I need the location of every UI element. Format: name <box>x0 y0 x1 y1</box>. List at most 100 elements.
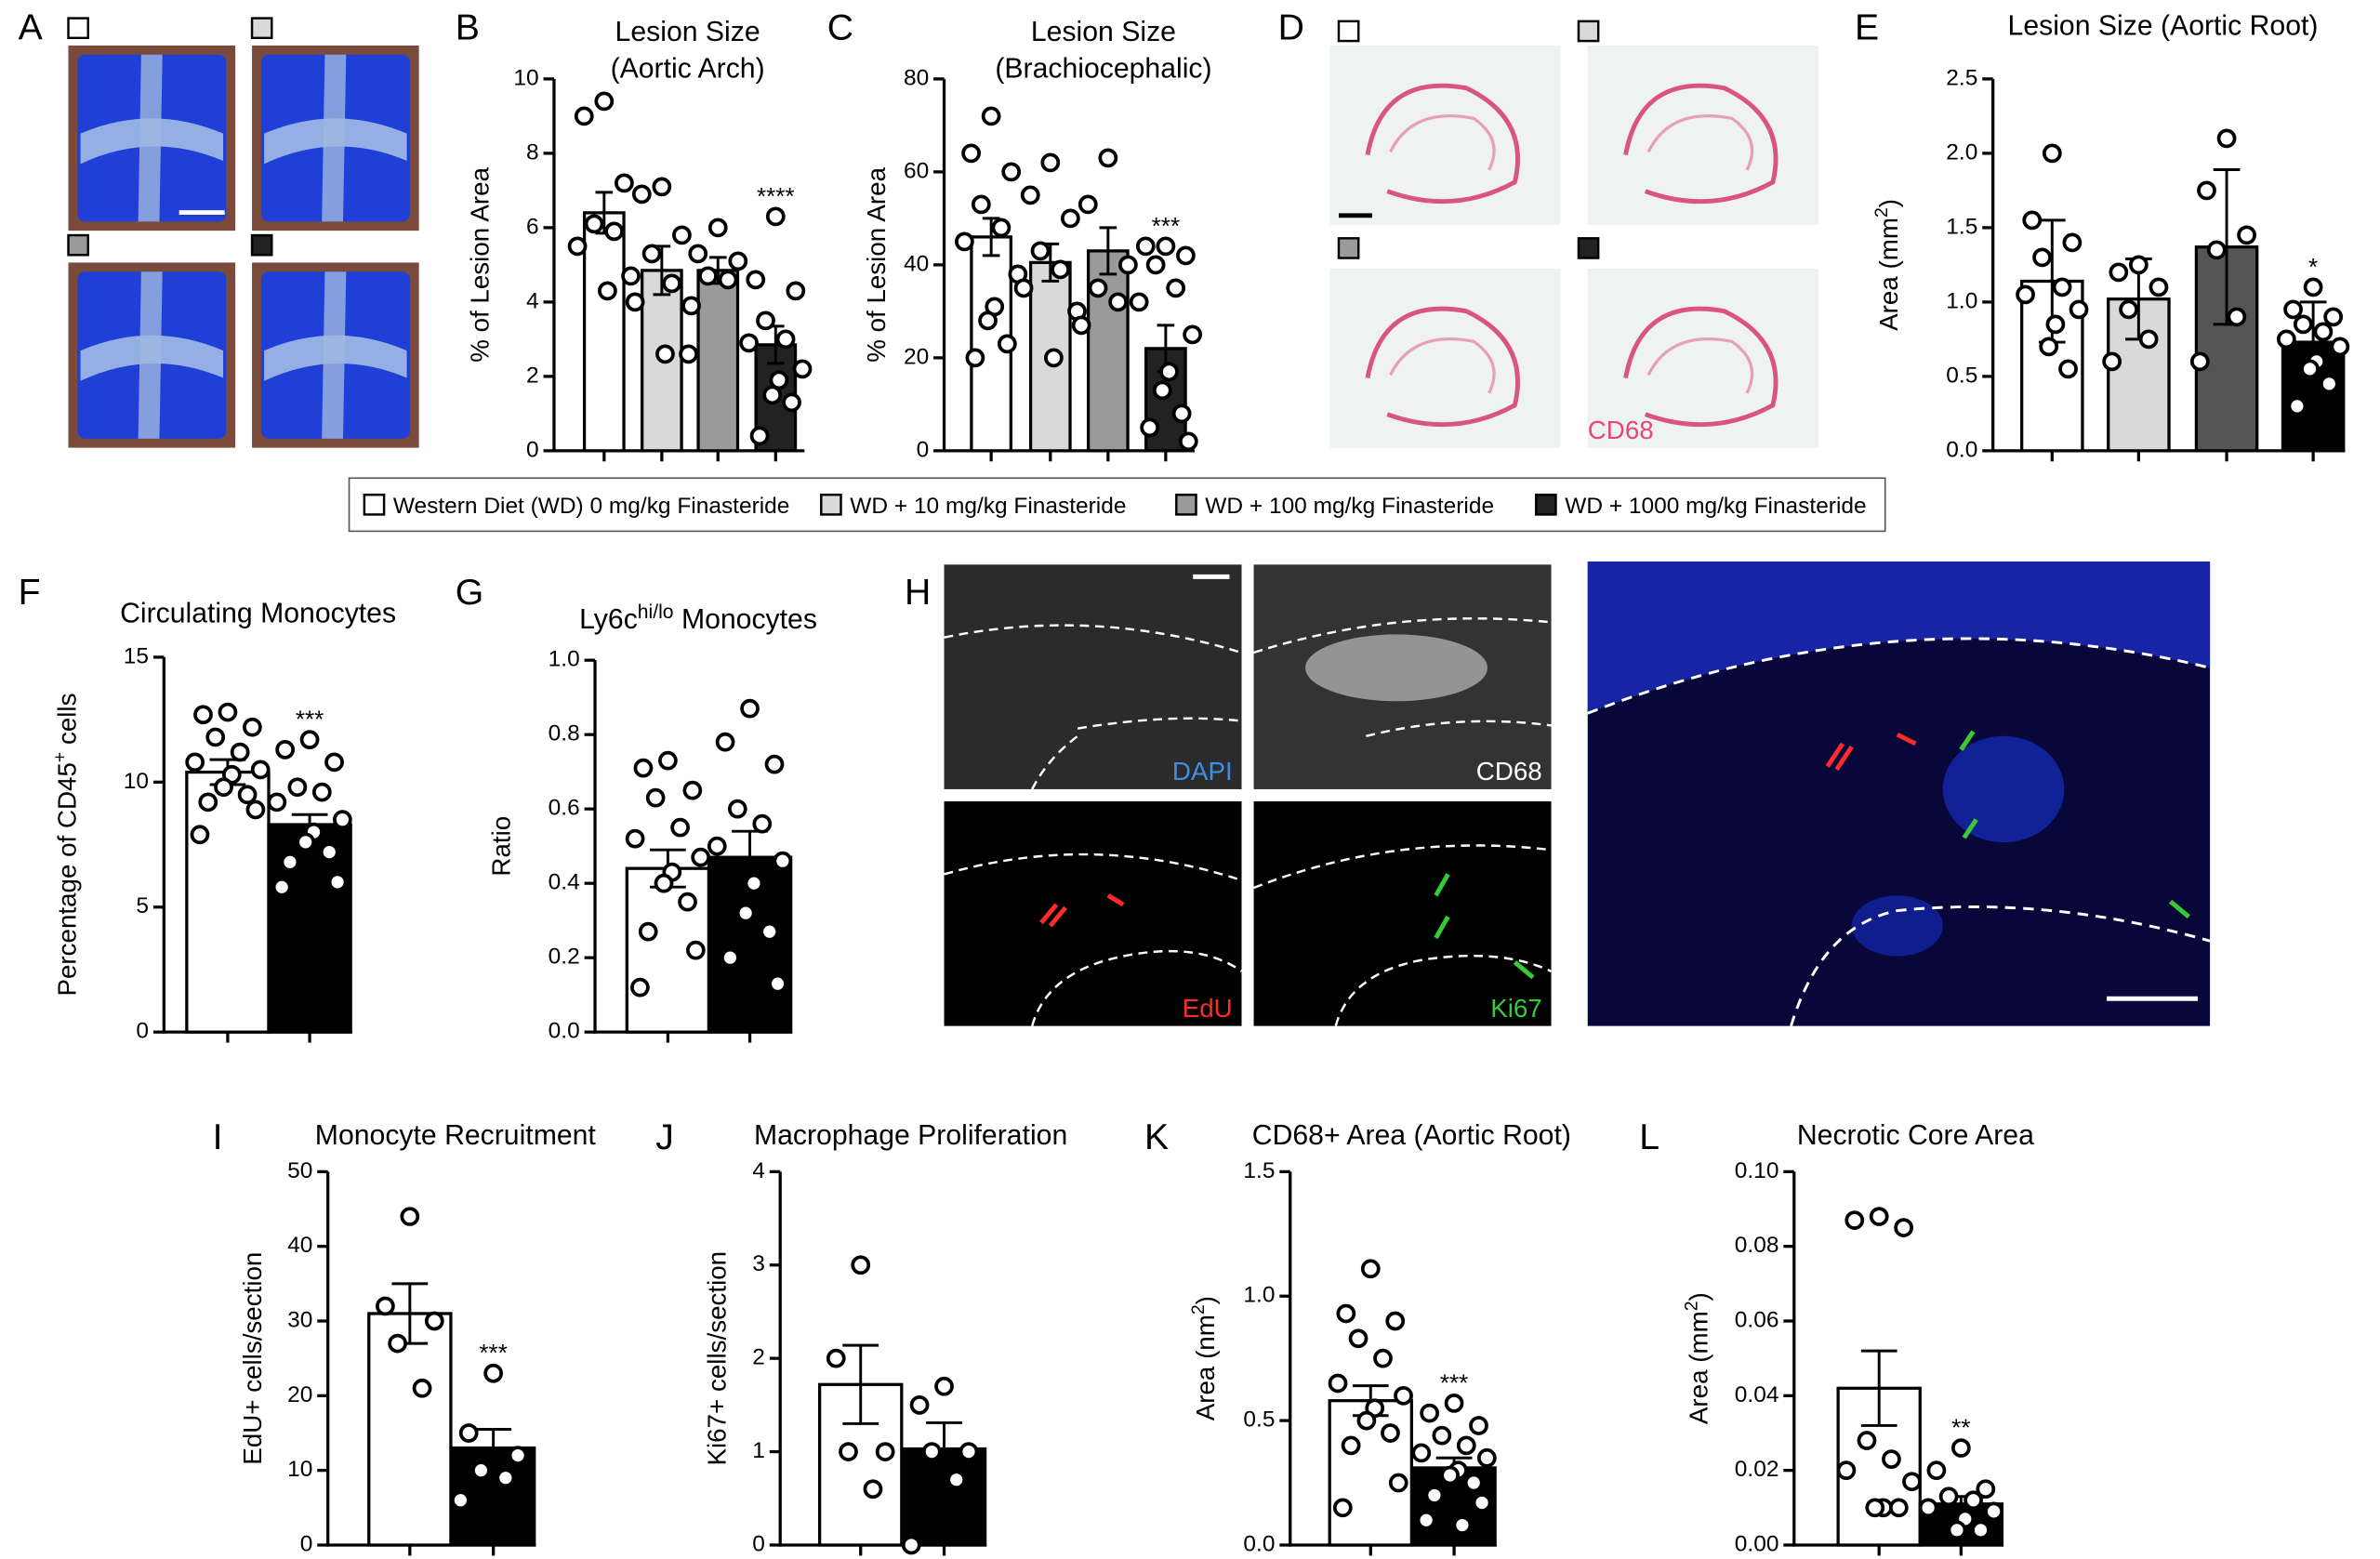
data-point <box>769 370 789 390</box>
text-part: Area (mm <box>1874 218 1903 331</box>
data-point <box>839 1442 858 1461</box>
text-part: ) <box>1685 1292 1713 1301</box>
data-point <box>1888 1498 1909 1518</box>
y-tick-label: 8 <box>526 139 539 165</box>
y-tick-label: 0.0 <box>1946 437 1977 462</box>
data-point <box>2216 128 2237 149</box>
y-tick-label: 0.02 <box>1735 1457 1779 1482</box>
panel-letter: J <box>655 1117 674 1157</box>
data-point <box>2319 374 2339 394</box>
data-point <box>1918 1498 1938 1518</box>
chart-title: (Brachiocephalic) <box>995 53 1211 84</box>
y-tick-label: 0.0 <box>1243 1531 1275 1556</box>
y-tick-label: 0.04 <box>1735 1382 1779 1407</box>
panel-letter: H <box>905 573 931 613</box>
data-point <box>2277 329 2296 350</box>
data-point <box>1444 1393 1464 1413</box>
data-point <box>672 225 692 245</box>
y-axis-label: Ki67+ cells/section <box>702 1251 731 1466</box>
data-point <box>762 385 783 405</box>
data-point <box>1166 278 1186 298</box>
y-tick-label: 0 <box>300 1531 313 1556</box>
y-tick-label: 0 <box>917 437 930 462</box>
group-icon <box>1337 237 1360 259</box>
text-part: Ly6c <box>579 604 638 635</box>
panel-letter: L <box>1639 1117 1659 1157</box>
panel-letter: E <box>1855 7 1879 47</box>
boundary <box>1253 844 1553 1026</box>
data-point <box>679 344 698 364</box>
data-point <box>1411 1443 1432 1463</box>
data-point <box>775 329 796 350</box>
data-point <box>1020 185 1040 205</box>
text-part: ) <box>1191 1296 1220 1304</box>
data-point <box>1440 1465 1461 1486</box>
y-tick-label: 0.5 <box>1243 1407 1275 1433</box>
y-tick-label: 2 <box>526 363 539 388</box>
arrow <box>1434 873 1535 980</box>
boundary <box>1587 637 2211 1027</box>
data-point <box>735 903 756 923</box>
chart-title: Necrotic Core Area <box>1797 1120 2034 1151</box>
data-point <box>2102 351 2122 372</box>
data-point <box>2119 299 2138 320</box>
data-point <box>2313 322 2334 342</box>
data-point <box>574 106 594 126</box>
data-point <box>287 777 308 798</box>
data-point <box>698 266 718 286</box>
data-point <box>1424 1486 1445 1505</box>
legend-swatch <box>1175 494 1197 516</box>
significance: *** <box>296 706 324 733</box>
bar <box>2107 297 2171 453</box>
data-point <box>961 143 981 164</box>
data-point <box>739 333 759 353</box>
boundary <box>944 852 1243 1026</box>
data-point <box>764 754 785 774</box>
data-point <box>218 702 238 722</box>
data-point <box>296 832 316 852</box>
data-point <box>2109 262 2129 283</box>
group-icon <box>250 17 273 40</box>
data-point <box>1869 1207 1889 1226</box>
nuclei <box>1851 895 1943 957</box>
data-point <box>1332 1498 1353 1518</box>
y-tick-label: 2.5 <box>1946 65 1977 90</box>
data-point <box>727 799 747 819</box>
data-point <box>909 1395 930 1415</box>
data-point <box>1171 403 1192 424</box>
y-tick-label: 1.5 <box>1946 214 1977 239</box>
y-tick-label: 10 <box>124 769 149 794</box>
data-point <box>1118 255 1138 275</box>
group-icon <box>67 233 89 257</box>
data-point <box>594 91 615 112</box>
y-tick-label: 40 <box>287 1233 312 1258</box>
data-point <box>1129 292 1149 312</box>
data-point <box>1971 1520 1990 1540</box>
data-point <box>193 705 213 725</box>
data-point <box>625 292 645 312</box>
data-point <box>792 359 813 379</box>
y-tick-label: 15 <box>124 643 149 668</box>
data-point <box>782 392 801 413</box>
bar <box>367 1312 453 1547</box>
significance: **** <box>757 182 795 210</box>
data-point <box>685 940 706 960</box>
data-point <box>2206 240 2227 260</box>
legend-swatch <box>1535 494 1557 516</box>
y-tick-label: 0.0 <box>549 1019 580 1044</box>
data-point <box>2237 225 2256 245</box>
data-point <box>662 273 681 294</box>
data-point <box>1432 1425 1452 1446</box>
data-point <box>205 727 226 747</box>
data-point <box>655 344 675 364</box>
legend-label: WD + 10 mg/kg Finasteride <box>850 494 1126 519</box>
data-point <box>332 810 352 830</box>
data-point <box>271 877 292 897</box>
data-point <box>508 1446 528 1465</box>
data-point <box>1938 1486 1959 1507</box>
data-point <box>1950 1438 1971 1458</box>
y-axis-label: Area (nm2) <box>1188 1296 1220 1420</box>
legend-swatch <box>820 494 842 516</box>
data-point <box>946 1470 967 1490</box>
